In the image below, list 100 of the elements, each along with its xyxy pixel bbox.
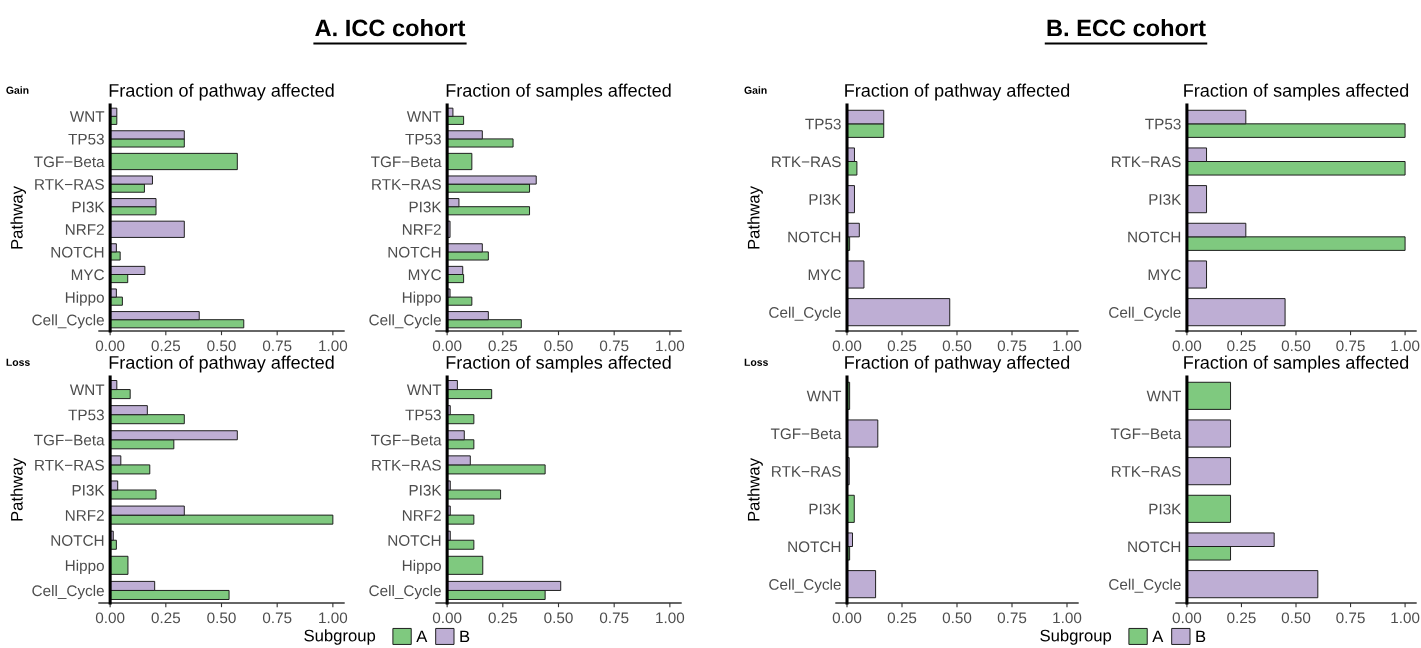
y-tick-label: Cell_Cycle [32,314,104,329]
y-tick-label: RTK−RAS [772,466,841,477]
y-tick-label: PI3K [809,503,842,515]
x-tick-label: 0.25 [488,340,518,352]
x-tick-label: 0.00 [1172,612,1202,624]
y-tick-label: MYC [808,269,841,281]
y-tick-label: PI3K [409,201,442,213]
x-tick-label: 0.25 [488,612,518,624]
y-tick-label: RTK−RAS [35,178,104,190]
y-tick-label: NOTCH [1128,231,1181,243]
y-tick-label: RTK−RAS [372,178,441,190]
y-tick-label: Cell_Cycle [369,314,441,329]
y-tick-label: TP53 [68,133,104,145]
y-tick-label: Cell_Cycle [1109,306,1181,321]
y-tick-label: MYC [71,269,104,281]
legend-title: Subgroup [304,629,376,645]
y-tick-label: PI3K [1149,194,1182,205]
x-tick-label: 0.25 [151,340,181,352]
x-tick-label: 1.00 [656,612,685,624]
y-tick-label: NRF2 [402,509,441,521]
y-tick-label: NOTCH [388,246,441,258]
y-tick-label: TP53 [68,409,104,421]
y-tick-label: TP53 [1145,118,1181,130]
y-tick-label: NRF2 [65,224,104,235]
x-tick-label: 1.00 [319,340,348,352]
x-tick-label: 0.00 [432,340,462,352]
y-tick-label: WNT [406,111,442,122]
x-tick-label: 0.25 [887,340,917,352]
y-axis-title: Pathway [747,186,763,249]
y-tick-label: TP53 [405,409,441,421]
y-tick-label: WNT [406,384,442,396]
y-tick-label: RTK−RAS [35,459,104,471]
y-tick-label: WNT [69,384,105,396]
x-tick-label: 0.75 [599,340,629,352]
x-tick-label: 0.50 [1281,612,1311,624]
x-tick-label: 1.00 [1391,612,1420,624]
x-tick-label: 0.00 [432,612,462,624]
chart-title: Fraction of samples affected [446,355,671,373]
y-tick-label: RTK−RAS [372,459,441,471]
y-tick-label: Hippo [65,559,104,575]
x-tick-label: 0.50 [207,340,236,352]
legend-label: B [460,630,470,643]
x-tick-label: 0.25 [887,612,917,624]
y-tick-label: NOTCH [788,231,841,243]
y-tick-label: Cell_Cycle [369,584,441,600]
y-tick-label: Hippo [65,291,104,306]
legend-label: A [1152,630,1164,643]
x-tick-label: 0.50 [544,340,573,352]
chart-title: Fraction of pathway affected [845,83,1070,101]
y-tick-label: TGF−Beta [1110,428,1182,440]
x-tick-label: 0.00 [1172,340,1202,352]
x-tick-label: 0.00 [95,340,125,352]
y-axis-title: Pathway [10,458,27,521]
x-tick-label: 1.00 [1391,340,1420,352]
text: A. ICC cohort [315,19,466,37]
chart-subtitle: Gain [744,86,767,94]
y-tick-label: PI3K [809,194,842,205]
y-tick-label: PI3K [1149,503,1182,515]
y-tick-label: NOTCH [1128,541,1181,553]
x-tick-label: 0.75 [262,612,292,624]
y-tick-label: MYC [1148,269,1181,281]
chart-title: Fraction of samples affected [1184,83,1409,101]
y-tick-label: MYC [408,269,441,281]
chart-subtitle: Gain [6,86,29,94]
x-tick-label: 0.50 [207,612,236,624]
x-tick-label: 0.75 [599,612,629,624]
x-tick-label: 0.00 [832,612,862,624]
x-tick-label: 0.25 [1227,612,1256,624]
x-tick-label: 0.50 [544,612,573,624]
y-tick-label: Cell_Cycle [769,578,841,593]
y-tick-label: RTK−RAS [1111,466,1181,477]
chart-title: Fraction of pathway affected [845,355,1070,373]
x-tick-label: 0.75 [997,340,1027,352]
y-tick-label: TGF−Beta [371,434,442,446]
y-axis-title: Pathway [10,186,27,249]
legend-label: B [1196,630,1206,643]
y-tick-label: Cell_Cycle [769,306,841,321]
y-tick-label: WNT [69,111,105,122]
x-tick-label: 1.00 [1053,612,1082,624]
chart-title: Fraction of samples affected [1184,355,1409,373]
y-tick-label: WNT [806,390,842,402]
y-tick-label: NRF2 [65,509,104,521]
y-tick-label: TP53 [805,118,841,130]
y-tick-label: Cell_Cycle [32,584,104,600]
x-tick-label: 1.00 [656,340,685,352]
y-tick-label: Cell_Cycle [1109,578,1181,593]
y-tick-label: TGF−Beta [371,156,442,168]
x-tick-label: 1.00 [319,612,348,624]
chart-title: Fraction of pathway affected [109,83,334,101]
y-tick-label: Hippo [402,291,441,306]
y-tick-label: RTK−RAS [1111,156,1181,168]
x-tick-label: 0.25 [1227,340,1256,352]
chart-subtitle: Loss [744,358,768,366]
x-tick-label: 0.75 [997,612,1027,624]
y-tick-label: RTK−RAS [772,156,841,168]
y-tick-label: WNT [1146,390,1181,402]
y-tick-label: NRF2 [402,224,441,235]
y-tick-label: TGF−Beta [34,156,105,168]
x-tick-label: 0.50 [942,340,972,352]
x-tick-label: 0.50 [1281,340,1311,352]
